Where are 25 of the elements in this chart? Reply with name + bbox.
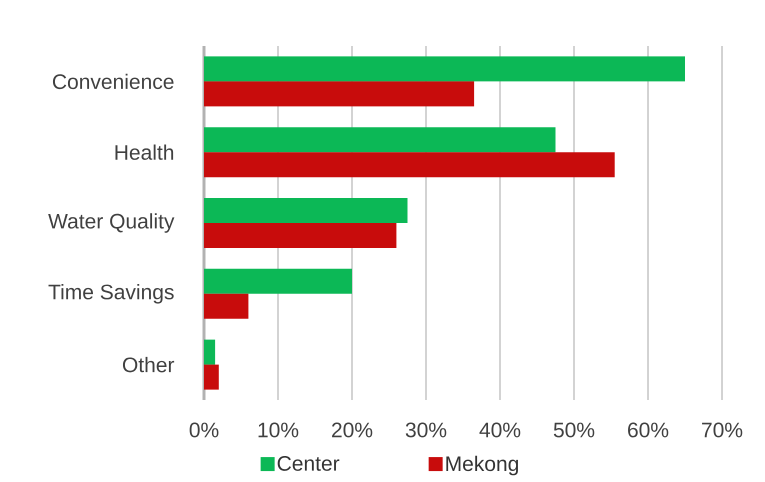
bar [204, 127, 556, 152]
bar [204, 56, 686, 82]
bar [204, 198, 408, 224]
bar [204, 223, 396, 248]
y-tick-label: Convenience [52, 74, 174, 90]
y-tick-label: Other [122, 356, 174, 372]
y-tick-label: Water Quality [48, 213, 174, 233]
bar [204, 268, 352, 294]
bar [204, 364, 219, 390]
x-tick-label: 70% [702, 422, 742, 438]
bar [204, 340, 216, 365]
bar [204, 294, 248, 319]
x-tick-label: 60% [628, 422, 668, 438]
x-tick-label: 30% [406, 422, 446, 438]
bar [204, 152, 615, 178]
x-tick-label: 10% [258, 422, 298, 438]
legend-label: Center [278, 456, 340, 471]
y-tick-label: Health [115, 144, 174, 160]
y-tick-label: Time Savings [48, 284, 174, 304]
bar [204, 81, 474, 106]
x-tick-label: 40% [479, 422, 520, 438]
x-tick-label: 50% [554, 422, 594, 438]
x-tick-label: 20% [332, 422, 372, 438]
x-tick-label: 0% [190, 422, 218, 438]
legend-label: Mekong [446, 456, 518, 476]
